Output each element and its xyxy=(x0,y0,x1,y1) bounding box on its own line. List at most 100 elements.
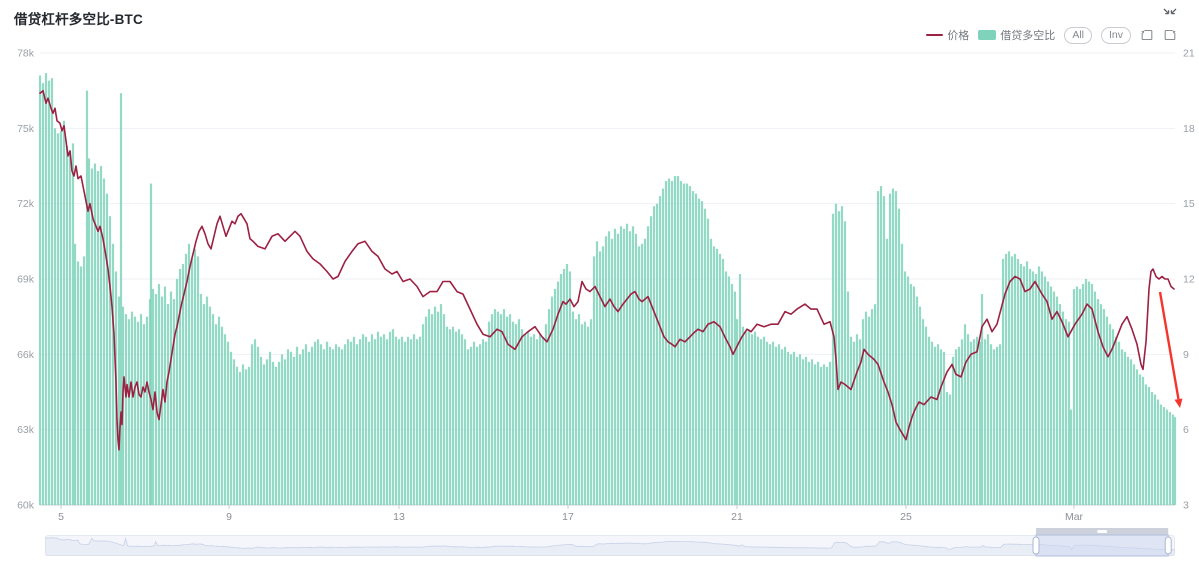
ratio-bar xyxy=(879,186,883,506)
ratio-bar xyxy=(412,334,416,505)
ratio-bar xyxy=(652,206,656,505)
ratio-bar xyxy=(915,296,919,505)
ratio-bar-swatch xyxy=(978,30,997,40)
ratio-bar xyxy=(843,221,847,505)
navigator-drag-grip xyxy=(1097,530,1108,533)
range-navigator[interactable] xyxy=(45,528,1177,558)
ratio-bar xyxy=(735,319,739,505)
ratio-bar xyxy=(643,238,647,506)
ratio-bar xyxy=(951,356,955,505)
ratio-bar xyxy=(933,346,937,505)
ratio-bar xyxy=(1126,356,1130,505)
ratio-bar xyxy=(828,361,832,505)
ratio-bar xyxy=(343,344,347,505)
ratio-bar xyxy=(718,253,722,505)
ratio-bar xyxy=(481,339,485,505)
ratio-bar xyxy=(921,319,925,505)
ratio-bar xyxy=(253,339,257,505)
navigator-right-handle[interactable] xyxy=(1164,536,1172,555)
ratio-bar xyxy=(1001,258,1005,505)
ratio-bar xyxy=(322,349,326,505)
y-right-axis-label: 12 xyxy=(1183,274,1195,286)
ratio-bar xyxy=(433,306,437,505)
ratio-bar xyxy=(966,334,970,505)
range-all-button[interactable]: All xyxy=(1064,26,1092,44)
ratio-bar xyxy=(331,349,335,505)
ratio-bar xyxy=(139,314,143,505)
ratio-bar xyxy=(301,349,305,505)
ratio-bar xyxy=(286,349,290,505)
ratio-bar xyxy=(424,316,428,505)
ratio-bar xyxy=(50,78,54,505)
y-right-axis-label: 3 xyxy=(1183,500,1189,512)
ratio-bar xyxy=(1156,399,1160,505)
ratio-bar xyxy=(169,291,173,505)
ratio-bar xyxy=(38,75,42,505)
ratio-bar xyxy=(1055,296,1059,505)
ratio-bar xyxy=(628,231,632,506)
ratio-bar xyxy=(885,238,889,506)
ratio-bar xyxy=(661,188,665,505)
ratio-bar xyxy=(226,341,230,505)
ratio-bar xyxy=(777,344,781,505)
ratio-bar xyxy=(1022,266,1026,505)
ratio-bar xyxy=(1093,291,1097,505)
range-inv-button[interactable]: Inv xyxy=(1100,26,1131,44)
ratio-bar xyxy=(235,366,239,505)
chart-plot-area[interactable]: 78k 21 75k 18 72k 15 69k 12 66k 9 63k 6 60k 3 5 9 13 17 21… xyxy=(0,0,1199,524)
ratio-bar xyxy=(448,329,452,505)
ratio-bar xyxy=(700,201,704,505)
ratio-bar xyxy=(1061,311,1065,505)
ratio-bar xyxy=(181,263,185,505)
ratio-bar xyxy=(613,228,617,505)
history-forward-icon[interactable] xyxy=(1163,28,1177,42)
ratio-bar xyxy=(493,309,497,505)
ratio-bar xyxy=(280,354,284,505)
ratio-bar xyxy=(229,351,233,505)
ratio-bar xyxy=(995,346,999,505)
ratio-bar xyxy=(1067,321,1071,505)
ratio-bar xyxy=(906,276,910,505)
navigator-track[interactable] xyxy=(45,535,1175,556)
ratio-bar xyxy=(900,243,904,505)
ratio-bar xyxy=(124,314,128,505)
ratio-bar xyxy=(840,206,844,505)
ratio-bar xyxy=(1099,304,1103,505)
ratio-bar xyxy=(136,321,140,505)
ratio-bar xyxy=(151,289,155,505)
ratio-bar xyxy=(445,326,449,505)
ratio-bar xyxy=(250,344,254,505)
legend-item-price[interactable]: 价格 xyxy=(926,27,969,43)
ratio-bar xyxy=(694,193,698,505)
history-back-icon[interactable] xyxy=(1140,28,1154,42)
ratio-bar xyxy=(679,181,683,506)
x-axis-label: 5 xyxy=(58,511,64,523)
ratio-bar xyxy=(1159,404,1163,505)
ratio-bar xyxy=(709,238,713,506)
ratio-bar xyxy=(76,261,80,505)
ratio-bar xyxy=(598,251,602,505)
ratio-bar xyxy=(406,336,410,505)
legend-ratio-label: 借贷多空比 xyxy=(1000,30,1056,42)
ratio-bar xyxy=(79,266,83,505)
ratio-bar xyxy=(478,344,482,505)
ratio-bar xyxy=(304,344,308,505)
ratio-bar xyxy=(232,359,236,505)
ratio-bar xyxy=(457,329,461,505)
ratio-bar xyxy=(837,211,841,505)
legend-item-ratio[interactable]: 借贷多空比 xyxy=(978,27,1055,43)
page-title: 借贷杠杆多空比-BTC xyxy=(14,12,143,27)
ratio-bar xyxy=(460,334,464,505)
ratio-bar xyxy=(316,339,320,505)
ratio-bar xyxy=(894,191,898,505)
ratio-bar xyxy=(945,392,949,505)
ratio-bar xyxy=(418,336,422,505)
navigator-selection[interactable] xyxy=(1035,534,1169,557)
navigator-left-handle[interactable] xyxy=(1032,536,1040,555)
ratio-bar xyxy=(753,331,757,505)
ratio-bar xyxy=(1111,329,1115,505)
ratio-bar xyxy=(822,364,826,505)
collapse-icon[interactable] xyxy=(1163,8,1177,22)
ratio-bar xyxy=(876,191,880,505)
